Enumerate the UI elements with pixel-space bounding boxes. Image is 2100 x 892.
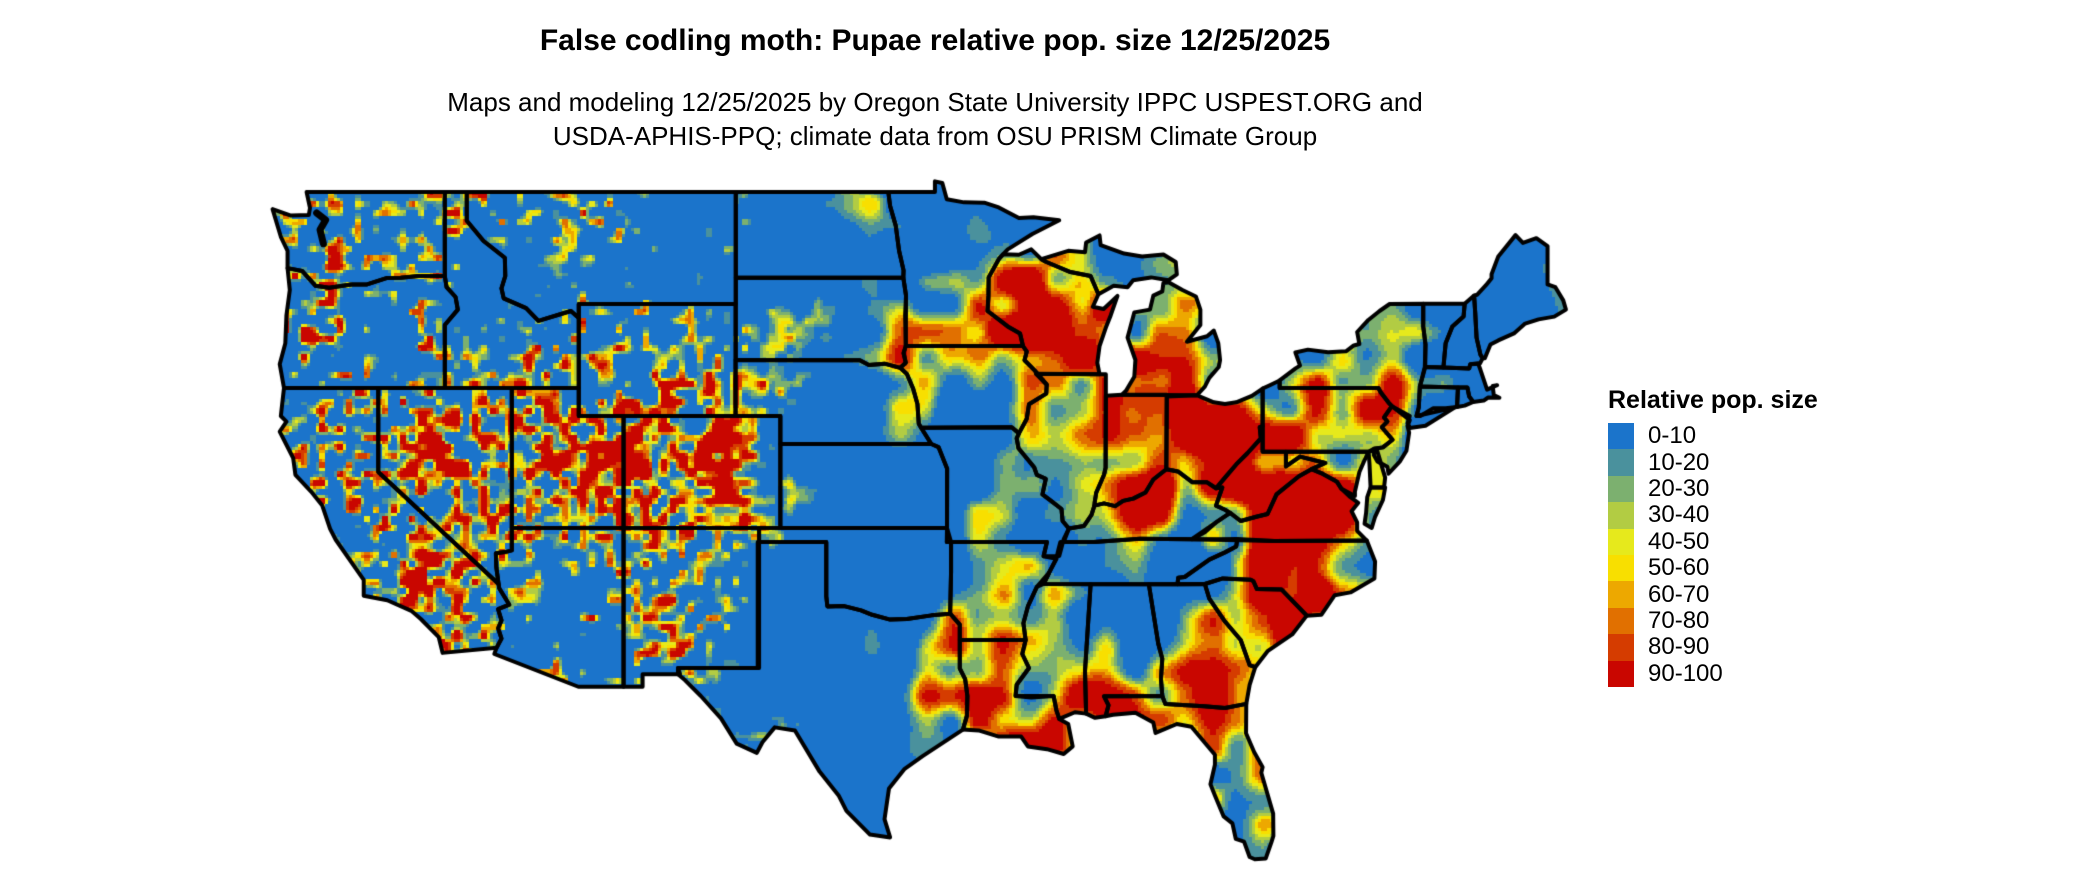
figure-title: False codling moth: Pupae relative pop. …	[539, 24, 1331, 57]
legend-swatch	[1608, 475, 1634, 503]
legend-item: 30-40	[1608, 501, 1818, 529]
legend-item: 90-100	[1608, 659, 1818, 687]
legend-title: Relative pop. size	[1608, 386, 1818, 414]
legend-item-label: 60-70	[1648, 580, 1710, 608]
legend-item: 10-20	[1608, 448, 1818, 476]
legend-item-label: 50-60	[1648, 554, 1710, 582]
legend-item-label: 20-30	[1648, 474, 1710, 502]
legend-item-label: 10-20	[1648, 448, 1710, 476]
legend-item: 20-30	[1608, 474, 1818, 503]
legend-swatch	[1608, 634, 1634, 661]
figure-subtitle-line2: USDA-APHIS-PPQ; climate data from OSU PR…	[552, 121, 1318, 151]
legend-item: 50-60	[1608, 554, 1818, 582]
legend-item-label: 90-100	[1648, 659, 1723, 687]
us-relative-population-map	[250, 150, 1590, 892]
legend-item: 60-70	[1608, 580, 1818, 608]
legend-swatch	[1608, 554, 1634, 582]
legend-item-label: 0-10	[1648, 422, 1697, 450]
legend-swatch	[1608, 423, 1634, 450]
legend-item-label: 70-80	[1648, 606, 1710, 634]
legend-swatch	[1608, 581, 1634, 608]
legend-swatch	[1608, 660, 1634, 687]
legend-swatch	[1608, 502, 1634, 529]
legend-item: 40-50	[1608, 527, 1818, 555]
figure-subtitle: Maps and modeling 12/25/2025 by Oregon S…	[0, 85, 1870, 153]
legend-item: 80-90	[1608, 633, 1818, 661]
legend-swatch	[1608, 528, 1634, 555]
legend-item: 0-10	[1608, 422, 1818, 450]
legend-item-label: 30-40	[1648, 501, 1710, 529]
legend-swatch	[1608, 607, 1634, 635]
legend-item-label: 40-50	[1648, 527, 1710, 555]
figure-subtitle-line1: Maps and modeling 12/25/2025 by Oregon S…	[447, 87, 1423, 117]
legend-item-label: 80-90	[1648, 633, 1710, 661]
legend-swatch	[1608, 449, 1634, 476]
legend-items: 0-10 10-20 20-30 30-40 40-50 50-60 60-70 70-80 8…	[1608, 422, 1818, 687]
legend-item: 70-80	[1608, 606, 1818, 635]
map-legend: Relative pop. size 0-10 10-20 20-30 30-40 40…	[1608, 386, 1818, 687]
